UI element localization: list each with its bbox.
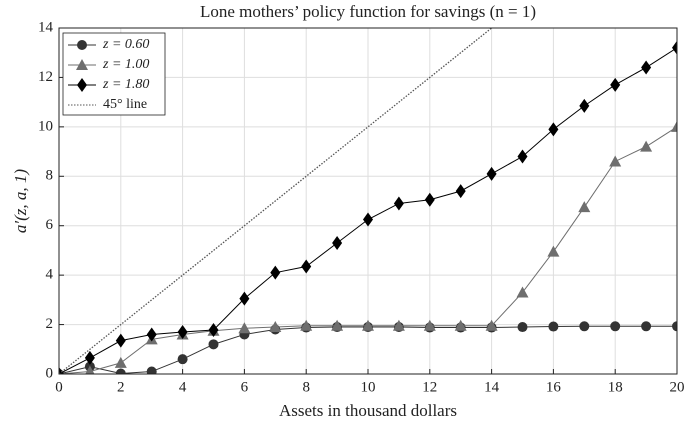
marker [547,245,560,257]
plot-area [59,28,677,374]
x-tick-label: 20 [670,379,685,395]
marker [609,155,622,167]
marker [610,77,621,92]
marker [208,323,219,338]
x-tick-label: 14 [484,379,500,395]
marker [177,324,188,339]
marker [578,201,591,213]
x-tick-label: 16 [546,379,562,395]
marker [640,140,653,152]
marker [548,321,559,332]
marker [548,122,559,137]
marker [362,319,374,331]
x-tick-label: 8 [302,379,310,395]
plot-frame [58,27,678,375]
marker [332,236,343,251]
marker [239,291,250,306]
marker [579,321,590,332]
marker [579,98,590,113]
marker [115,368,126,374]
marker [114,356,127,368]
marker [516,286,529,298]
legend: z = 0.60 z = 1.00 z = 1.80 45° line [62,32,166,116]
x-tick-label: 0 [55,379,63,395]
chart-title: Lone mothers’ policy function for saving… [200,2,536,21]
marker [269,321,282,333]
x-tick-label: 12 [422,379,437,395]
legend-label: z = 1.80 [102,77,149,92]
marker [641,321,652,332]
marker [146,327,157,342]
x-tick-label: 2 [117,379,125,395]
marker [517,149,528,164]
marker [84,350,95,365]
marker [392,319,405,331]
marker [671,120,677,132]
x-tick-label: 10 [361,379,376,395]
x-tick-label: 6 [241,379,249,395]
legend-label: z = 1.00 [102,57,149,72]
marker [115,333,126,348]
marker [77,40,87,50]
y-axis-label: a′(z, a, 1) [11,169,30,233]
marker [423,319,436,331]
y-tick-label: 8 [46,168,54,184]
marker [76,59,88,70]
marker [238,322,251,334]
marker [610,321,621,332]
marker [208,339,219,350]
y-tick-label: 4 [46,267,54,283]
marker [331,319,344,331]
marker [672,321,677,332]
marker [85,365,95,374]
marker [641,60,652,75]
x-tick-label: 4 [179,379,187,395]
x-tick-label: 18 [608,379,623,395]
y-tick-label: 14 [38,19,54,35]
marker [455,184,466,199]
marker [301,259,312,274]
marker [77,78,87,92]
legend-label: z = 0.60 [102,37,149,52]
marker [177,354,188,365]
y-tick-label: 6 [46,217,54,233]
marker [454,319,467,331]
marker [672,40,677,55]
marker [59,367,64,374]
marker [517,322,528,333]
y-tick-label: 0 [46,365,54,381]
y-tick-label: 10 [38,118,53,134]
x-axis-label: Assets in thousand dollars [279,401,457,420]
legend-label: 45° line [103,97,147,112]
marker [146,366,157,374]
marker [393,196,404,211]
marker [270,265,281,280]
y-tick-label: 2 [46,316,54,332]
marker [486,166,497,181]
marker [485,319,498,331]
marker [424,192,435,207]
marker [300,319,313,331]
y-tick-label: 12 [38,69,53,85]
marker [363,212,373,227]
